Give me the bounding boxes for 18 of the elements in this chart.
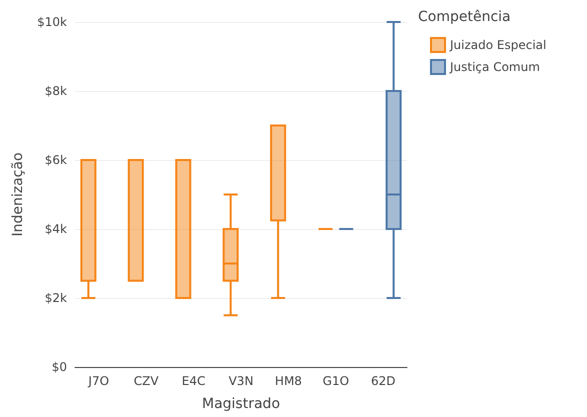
x-tick-label: CZV — [134, 374, 160, 388]
y-tick-label: $8k — [44, 84, 68, 98]
legend-label: Justiça Comum — [449, 60, 540, 74]
y-tick-label: $4k — [44, 222, 68, 236]
y-tick-label: $2k — [44, 291, 68, 305]
y-axis-title: Indenização — [10, 152, 26, 237]
legend-label: Juizado Especial — [449, 38, 546, 52]
legend-title: Competência — [418, 9, 511, 25]
x-tick-label: G1O — [322, 374, 350, 388]
x-tick-label: J7O — [87, 374, 110, 388]
x-axis-title: Magistrado — [202, 396, 280, 412]
y-tick-label: $10k — [37, 15, 68, 29]
x-tick-label: E4C — [182, 374, 206, 388]
x-tick-label: V3N — [228, 374, 254, 388]
y-tick-label: $0 — [52, 360, 67, 374]
y-tick-label: $6k — [44, 153, 68, 167]
x-tick-label: 62D — [371, 374, 396, 388]
x-tick-label: HM8 — [274, 374, 302, 388]
